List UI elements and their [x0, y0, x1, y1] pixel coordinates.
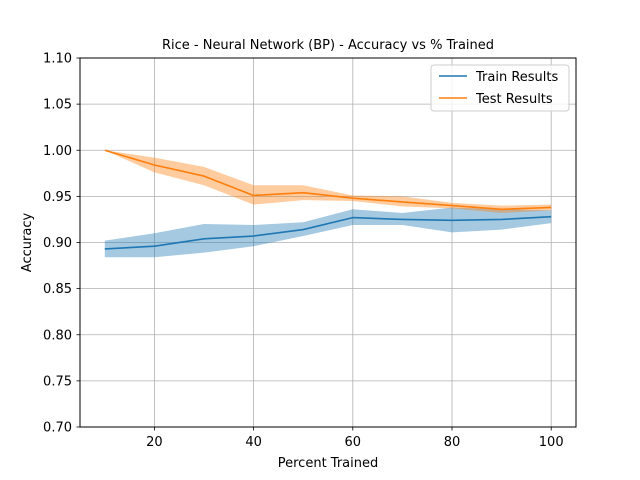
- legend-label: Test Results: [475, 92, 553, 107]
- y-axis-label: Accuracy: [20, 213, 35, 273]
- y-tick-label: 1.10: [43, 52, 72, 67]
- x-tick-label: 60: [345, 435, 362, 450]
- y-tick-label: 1.05: [43, 98, 72, 113]
- x-tick-label: 20: [146, 435, 163, 450]
- series-lines: [104, 149, 552, 250]
- series-line-1: [104, 149, 552, 211]
- series-line-0: [104, 215, 552, 250]
- y-tick-label: 0.95: [43, 190, 72, 205]
- y-tick-label: 1.00: [43, 144, 72, 159]
- legend: Train Results Test Results: [430, 64, 570, 112]
- x-axis-label: Percent Trained: [278, 456, 379, 471]
- x-tick-label: 100: [539, 435, 564, 450]
- series-band-1: [104, 150, 552, 213]
- x-tick-label: 40: [245, 435, 262, 450]
- x-tick-label: 80: [444, 435, 461, 450]
- y-tick-label: 0.85: [43, 282, 72, 297]
- axis-ticks: 20 40 60 80 100 0.70 0.75 0.80 0.85 0.90 0.95 1.00 1…: [43, 52, 564, 451]
- y-tick-label: 0.70: [43, 421, 72, 436]
- chart-title: Rice - Neural Network (BP) - Accuracy vs…: [162, 38, 494, 53]
- y-tick-label: 0.80: [43, 328, 72, 343]
- y-tick-label: 0.75: [43, 374, 72, 389]
- y-tick-label: 0.90: [43, 236, 72, 251]
- legend-label: Train Results: [475, 70, 558, 85]
